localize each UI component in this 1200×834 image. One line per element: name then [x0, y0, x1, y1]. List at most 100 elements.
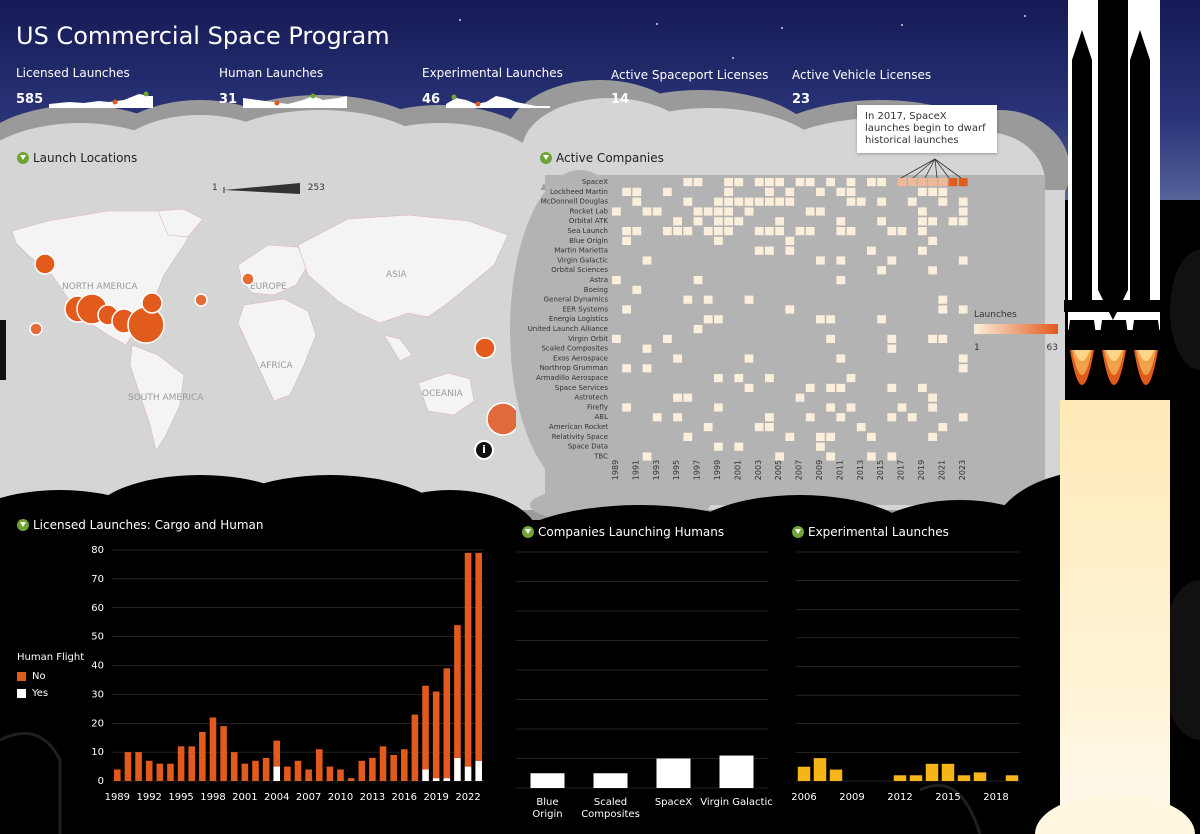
heatmap-cell[interactable] — [673, 393, 682, 402]
heatmap-cell[interactable] — [958, 413, 968, 422]
filter-icon[interactable] — [17, 152, 29, 164]
bar-human-no[interactable] — [177, 746, 185, 781]
bar-human-no[interactable] — [337, 769, 344, 781]
heatmap-cell[interactable] — [734, 442, 744, 451]
heatmap-cell[interactable] — [765, 227, 774, 236]
heatmap-cell[interactable] — [744, 197, 754, 206]
heatmap-cell[interactable] — [958, 207, 968, 216]
heatmap-cell[interactable] — [928, 403, 937, 412]
heatmap-cell[interactable] — [683, 295, 693, 304]
heatmap-cell[interactable] — [785, 305, 795, 314]
heatmap-cell[interactable] — [826, 334, 835, 343]
heatmap-cell[interactable] — [867, 452, 876, 461]
bar-experimental[interactable] — [829, 769, 843, 781]
bar-experimental[interactable] — [813, 758, 827, 781]
heatmap-cell[interactable] — [622, 364, 631, 373]
heatmap-cell[interactable] — [683, 393, 693, 402]
heatmap-cell[interactable] — [765, 178, 774, 187]
heatmap-cell[interactable] — [846, 403, 856, 412]
cargo-panel-title[interactable]: Licensed Launches: Cargo and Human — [17, 518, 264, 532]
heatmap-cell[interactable] — [938, 423, 948, 432]
bar-human-company[interactable] — [719, 755, 754, 788]
heatmap-cell[interactable] — [632, 285, 642, 294]
heatmap-cell[interactable] — [785, 236, 795, 245]
heatmap-cell[interactable] — [622, 227, 631, 236]
heatmap-cell[interactable] — [785, 246, 795, 255]
kpi-licensed-launches[interactable]: Licensed Launches 585 — [16, 66, 154, 108]
heatmap-cell[interactable] — [642, 452, 652, 461]
heatmap-cell[interactable] — [785, 197, 795, 206]
heatmap-cell[interactable] — [673, 227, 682, 236]
heatmap-cell[interactable] — [703, 315, 713, 324]
heatmap-cell[interactable] — [938, 178, 948, 187]
launch-site-bubble[interactable] — [486, 402, 516, 436]
heatmap-cell[interactable] — [683, 227, 693, 236]
heatmap-cell[interactable] — [826, 178, 835, 187]
bar-human-no[interactable] — [379, 746, 387, 781]
heatmap-cell[interactable] — [887, 334, 897, 343]
heatmap-cell[interactable] — [765, 374, 774, 383]
heatmap-cell[interactable] — [887, 256, 897, 265]
heatmap-cell[interactable] — [877, 315, 886, 324]
launch-site-bubble[interactable] — [141, 292, 163, 314]
heatmap-cell[interactable] — [734, 374, 744, 383]
heatmap-cell[interactable] — [642, 344, 652, 353]
heatmap-cell[interactable] — [744, 207, 754, 216]
bar-human-no[interactable] — [114, 769, 121, 781]
heatmap-cell[interactable] — [867, 246, 876, 255]
heatmap-cell[interactable] — [897, 227, 907, 236]
bar-human-no[interactable] — [241, 763, 249, 781]
bar-human-yes[interactable] — [432, 778, 440, 781]
heatmap-cell[interactable] — [846, 197, 856, 206]
heatmap-cell[interactable] — [938, 187, 948, 196]
heatmap-cell[interactable] — [958, 217, 968, 226]
heatmap-cell[interactable] — [724, 217, 733, 226]
kpi-experimental-launches[interactable]: Experimental Launches 46 — [422, 66, 563, 108]
bar-human-no[interactable] — [284, 766, 291, 781]
bar-human-no[interactable] — [124, 752, 132, 781]
heatmap-cell[interactable] — [918, 217, 927, 226]
bar-human-no[interactable] — [199, 731, 206, 781]
bar-human-no[interactable] — [369, 757, 376, 781]
heatmap-cell[interactable] — [622, 305, 631, 314]
heatmap-cell[interactable] — [795, 393, 805, 402]
heatmap-cell[interactable] — [622, 236, 631, 245]
heatmap-cell[interactable] — [724, 187, 733, 196]
heatmap-cell[interactable] — [836, 256, 846, 265]
heatmap-cell[interactable] — [714, 227, 723, 236]
heatmap-cell[interactable] — [877, 197, 886, 206]
bar-human-no[interactable] — [411, 714, 419, 781]
heatmap-cell[interactable] — [826, 403, 835, 412]
heatmap-cell[interactable] — [907, 178, 917, 187]
heatmap-cell[interactable] — [948, 217, 958, 226]
heatmap-cell[interactable] — [734, 217, 744, 226]
heatmap-cell[interactable] — [714, 374, 723, 383]
heatmap-cell[interactable] — [693, 276, 703, 285]
heatmap-cell[interactable] — [642, 256, 652, 265]
heatmap-cell[interactable] — [856, 423, 866, 432]
heatmap-cell[interactable] — [877, 266, 886, 275]
bar-experimental[interactable] — [973, 772, 987, 781]
bar-human-no[interactable] — [294, 760, 302, 781]
bar-experimental[interactable] — [797, 766, 811, 781]
bar-human-no[interactable] — [230, 752, 238, 781]
heatmap-cell[interactable] — [836, 187, 846, 196]
heatmap-cell[interactable] — [816, 187, 825, 196]
heatmap-cell[interactable] — [652, 413, 662, 422]
heatmap-cell[interactable] — [775, 227, 784, 236]
bar-human-no[interactable] — [422, 685, 429, 770]
heatmap-cell[interactable] — [938, 334, 948, 343]
heatmap-cell[interactable] — [714, 315, 723, 324]
heatmap-cell[interactable] — [775, 217, 784, 226]
heatmap-cell[interactable] — [785, 187, 795, 196]
heatmap-cell[interactable] — [765, 187, 774, 196]
heatmap-cell[interactable] — [856, 197, 866, 206]
heatmap-cell[interactable] — [622, 187, 631, 196]
heatmap-cell[interactable] — [663, 187, 672, 196]
heatmap-cell[interactable] — [714, 217, 723, 226]
heatmap-cell[interactable] — [918, 207, 927, 216]
heatmap-cell[interactable] — [805, 383, 815, 392]
heatmap-cell[interactable] — [816, 432, 825, 441]
heatmap-cell[interactable] — [958, 256, 968, 265]
bar-human-no[interactable] — [252, 760, 259, 781]
